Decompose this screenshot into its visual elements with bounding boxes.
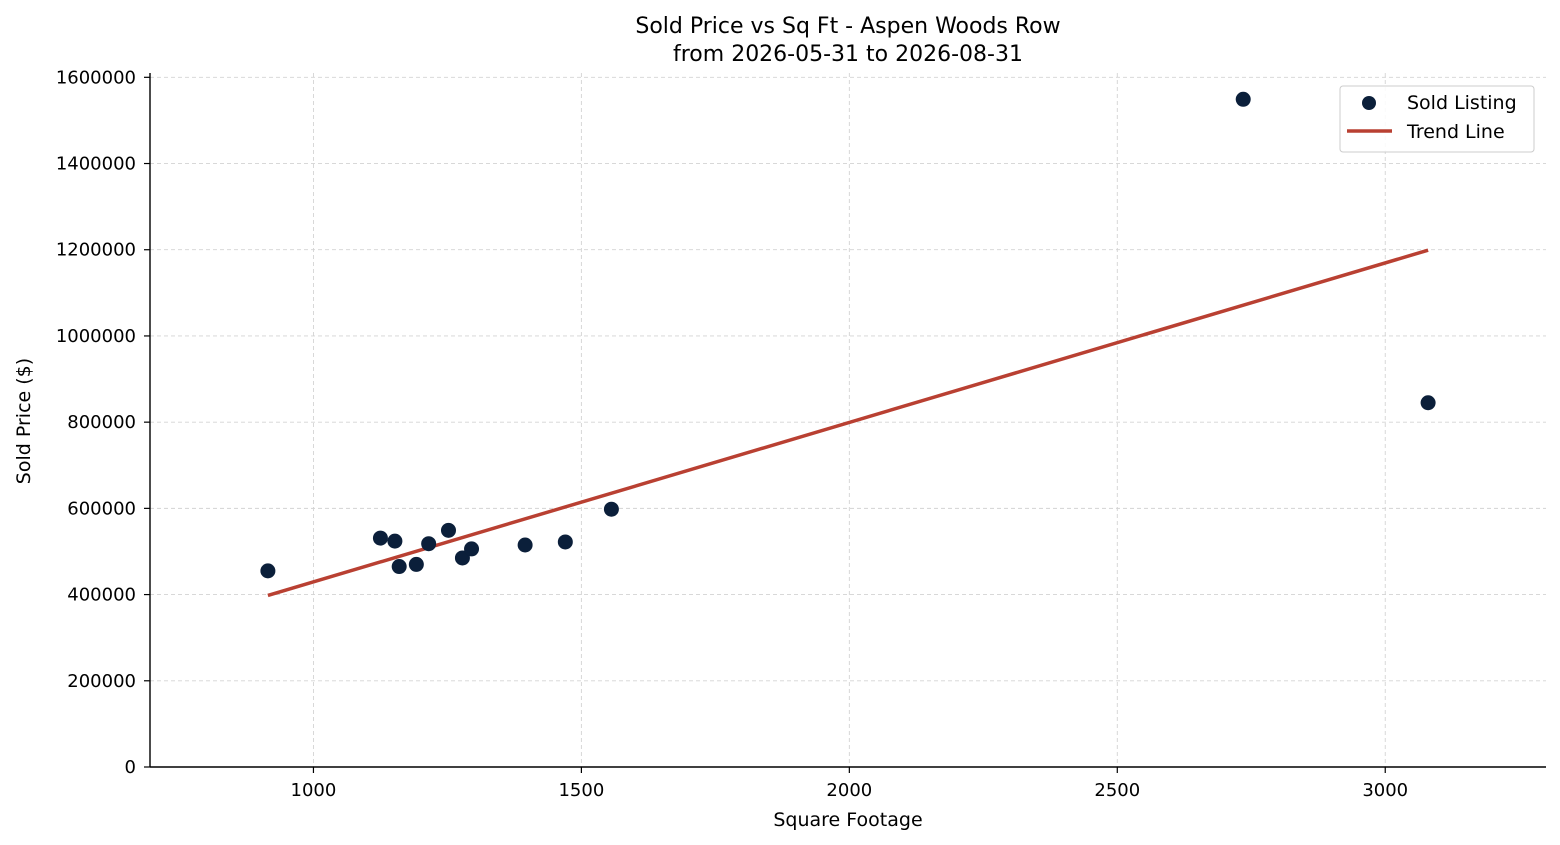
legend-box (1339, 85, 1535, 153)
y-tick-label: 1200000 (56, 240, 136, 261)
scatter-point (391, 559, 407, 575)
scatter-point (421, 536, 437, 552)
scatter-point (372, 530, 388, 546)
scatter-point (1235, 91, 1251, 107)
axis-ticks: 1000 1500 2000 2500 3000 0 200000 400000 600000 8… (56, 67, 1408, 801)
legend-label-sold-listing: Sold Listing (1407, 92, 1517, 114)
scatter-point (603, 501, 619, 517)
x-tick-label: 2500 (1094, 780, 1140, 801)
scatter-point (517, 537, 533, 553)
scatter-point (557, 534, 573, 550)
plot-area (260, 91, 1436, 598)
trend-line (267, 248, 1429, 598)
y-tick-label: 1600000 (56, 67, 136, 88)
y-axis-label: Sold Price ($) (13, 358, 35, 484)
scatter-point (408, 556, 424, 572)
legend: Sold Listing Trend Line (1339, 85, 1535, 153)
scatter-point (260, 563, 276, 579)
legend-marker-sold-listing (1362, 96, 1376, 110)
grid-lines (150, 73, 1546, 768)
x-tick-label: 1500 (558, 780, 604, 801)
y-tick-label: 400000 (67, 585, 136, 606)
y-tick-label: 1400000 (56, 154, 136, 175)
x-tick-label: 3000 (1362, 780, 1408, 801)
chart-subtitle: from 2026-05-31 to 2026-08-31 (673, 42, 1023, 67)
y-tick-label: 200000 (67, 671, 136, 692)
scatter-point (440, 522, 456, 538)
scatter-point (464, 541, 480, 557)
x-tick-label: 2000 (826, 780, 872, 801)
legend-label-trend-line: Trend Line (1406, 121, 1505, 143)
scatter-point (454, 550, 470, 566)
y-tick-label: 0 (125, 757, 136, 778)
scatter-point (387, 533, 403, 549)
y-tick-label: 800000 (67, 412, 136, 433)
y-tick-label: 600000 (67, 498, 136, 519)
y-tick-label: 1000000 (56, 326, 136, 347)
x-tick-label: 1000 (291, 780, 337, 801)
x-axis-label: Square Footage (773, 809, 922, 831)
chart-title: Sold Price vs Sq Ft - Aspen Woods Row (635, 14, 1060, 39)
scatter-point (1420, 395, 1436, 411)
